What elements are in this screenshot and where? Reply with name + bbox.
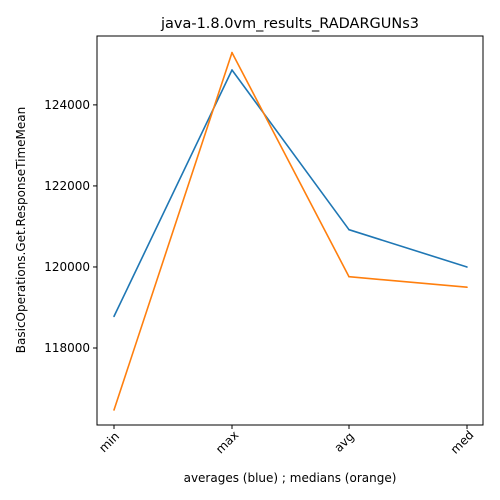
x-tick-label-min: min [96, 429, 122, 455]
x-tick-label-avg: avg [331, 429, 357, 455]
data-point-1-min [113, 409, 115, 411]
data-point-1-med [466, 286, 468, 289]
series-layer [113, 51, 468, 411]
y-tick-label-122000: 122000 [44, 179, 90, 193]
y-axis-label: BasicOperations.Get.ResponseTimeMean [14, 107, 28, 353]
x-tick-label-med: med [448, 428, 477, 457]
chart-title: java-1.8.0vm_results_RADARGUNs3 [160, 16, 419, 32]
series-line-0 [113, 69, 468, 317]
data-point-0-avg [348, 228, 350, 231]
axes-layer: min max avg med 118000 120000 122000 124000 [44, 98, 476, 457]
y-tick-label-118000: 118000 [44, 341, 90, 355]
plot-frame [96, 35, 484, 426]
data-point-0-max [231, 69, 233, 71]
data-point-0-med [466, 266, 468, 268]
x-tick-label-max: max [213, 428, 241, 456]
series-line-1 [113, 51, 468, 411]
data-point-0-min [113, 315, 115, 318]
y-tick-label-124000: 124000 [44, 98, 90, 112]
x-axis-label: averages (blue) ; medians (orange) [184, 471, 397, 485]
data-point-1-max [231, 51, 233, 54]
data-point-1-avg [348, 275, 350, 278]
y-tick-label-120000: 120000 [44, 260, 90, 274]
